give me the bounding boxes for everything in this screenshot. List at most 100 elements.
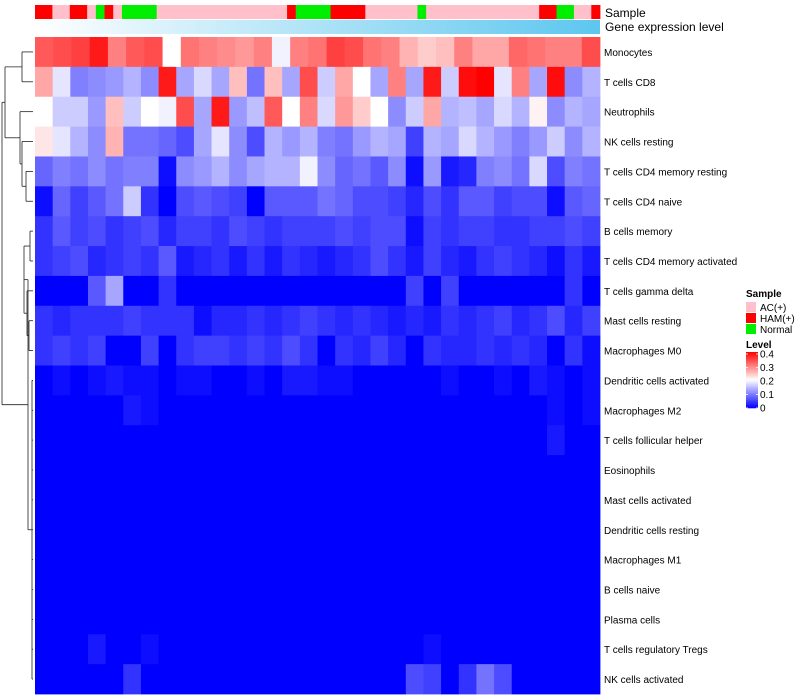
heatmap-cell bbox=[441, 275, 460, 307]
sample-annotation-cell bbox=[573, 5, 584, 19]
heatmap-cell bbox=[229, 574, 248, 605]
sample-annotation-cell bbox=[95, 5, 105, 19]
heatmap-cell bbox=[299, 395, 318, 426]
heatmap-cell bbox=[582, 395, 601, 426]
heatmap-cell bbox=[370, 246, 389, 277]
heatmap-cell bbox=[70, 395, 89, 426]
sample-annotation-cell bbox=[226, 5, 236, 19]
heatmap-cell bbox=[140, 216, 159, 247]
sample-legend-label: HAM(+) bbox=[760, 314, 795, 325]
heatmap-cell bbox=[211, 216, 230, 247]
sample-annotation-cell bbox=[391, 5, 401, 19]
heatmap-cell bbox=[511, 664, 530, 695]
sample-annotation-cell bbox=[69, 5, 79, 19]
sample-annotation-cell bbox=[443, 5, 453, 19]
heatmap-cell bbox=[529, 455, 548, 486]
heatmap-cell bbox=[70, 484, 89, 516]
level-legend-gradient-step bbox=[746, 360, 758, 363]
heatmap-cell bbox=[441, 305, 460, 337]
heatmap-cell bbox=[87, 425, 107, 456]
heatmap-cell bbox=[317, 186, 336, 217]
heatmap-cell bbox=[35, 455, 54, 486]
heatmap-cell bbox=[352, 664, 371, 695]
heatmap-cell bbox=[229, 156, 248, 187]
heatmap-cell bbox=[264, 335, 283, 366]
heatmap-cell bbox=[476, 335, 495, 366]
heatmap-cell bbox=[529, 425, 548, 456]
heatmap-cell bbox=[494, 365, 513, 396]
heatmap-cell bbox=[193, 275, 212, 307]
heatmap-cell bbox=[123, 275, 142, 307]
heatmap-cell bbox=[352, 305, 371, 337]
heatmap-cell bbox=[529, 664, 548, 695]
row-label: T cells regulatory Tregs bbox=[604, 645, 708, 656]
heatmap-cell bbox=[423, 305, 442, 337]
heatmap-cell bbox=[529, 514, 548, 546]
heatmap-cell bbox=[335, 66, 354, 98]
heatmap-cell bbox=[388, 156, 407, 187]
heatmap-cell bbox=[140, 156, 159, 187]
heatmap-cell bbox=[441, 96, 460, 127]
heatmap-cell bbox=[299, 544, 318, 575]
heatmap-cell bbox=[458, 514, 477, 546]
sample-legend-swatch bbox=[746, 324, 756, 334]
heatmap-cell bbox=[352, 335, 371, 366]
heatmap-cell bbox=[352, 455, 371, 486]
heatmap-cell bbox=[193, 395, 212, 426]
heatmap-cell bbox=[547, 335, 566, 366]
heatmap-cell bbox=[193, 66, 212, 98]
level-legend-gradient-step bbox=[746, 399, 758, 402]
heatmap-cell bbox=[476, 66, 495, 98]
row-label: T cells follicular helper bbox=[604, 436, 703, 447]
heatmap-cell bbox=[494, 425, 513, 456]
sample-annotation-cell bbox=[339, 5, 349, 19]
sample-annotation-cell bbox=[408, 5, 418, 19]
heatmap-cell bbox=[140, 66, 159, 98]
heatmap-cell bbox=[162, 37, 182, 68]
heatmap-cell bbox=[246, 484, 265, 516]
heatmap-cell bbox=[494, 544, 513, 575]
row-label: Monocytes bbox=[604, 48, 652, 59]
heatmap-cell bbox=[299, 186, 318, 217]
heatmap-cell bbox=[246, 604, 265, 635]
heatmap-cell bbox=[35, 96, 54, 127]
row-label: T cells CD4 naive bbox=[604, 197, 683, 208]
sample-annotation-track bbox=[35, 5, 601, 19]
heatmap-cell bbox=[547, 425, 566, 456]
heatmap-cell bbox=[271, 37, 291, 68]
heatmap-cell bbox=[70, 455, 89, 486]
heatmap-cell bbox=[335, 425, 354, 456]
heatmap-cell bbox=[564, 305, 583, 337]
level-legend-gradient-step bbox=[746, 370, 758, 372]
heatmap-cell bbox=[123, 634, 142, 665]
heatmap-cell bbox=[423, 156, 442, 187]
heatmap-cell bbox=[352, 425, 371, 456]
heatmap-cell bbox=[140, 246, 159, 277]
sample-legend-swatch bbox=[746, 302, 756, 312]
heatmap-cell bbox=[70, 216, 89, 247]
heatmap-cell bbox=[176, 544, 195, 575]
sample-annotation-cell bbox=[200, 5, 210, 19]
heatmap-cell bbox=[582, 275, 601, 307]
heatmap-cell bbox=[70, 664, 89, 695]
heatmap-cell bbox=[458, 664, 477, 695]
heatmap-cell bbox=[158, 455, 177, 486]
heatmap-cell bbox=[564, 604, 583, 635]
heatmap-cell bbox=[211, 335, 230, 366]
heatmap-cell bbox=[529, 246, 548, 277]
heatmap-cell bbox=[193, 484, 212, 516]
level-legend-gradient-step bbox=[746, 374, 758, 377]
sample-annotation-cell bbox=[591, 5, 601, 19]
sample-annotation-cell bbox=[234, 5, 245, 19]
heatmap-cell bbox=[158, 604, 177, 635]
heatmap-cell bbox=[246, 365, 265, 396]
heatmap-cell bbox=[299, 216, 318, 247]
heatmap-cell bbox=[547, 365, 566, 396]
heatmap-cell bbox=[335, 395, 354, 426]
heatmap-cell bbox=[352, 395, 371, 426]
heatmap-cell bbox=[423, 96, 442, 127]
sample-annotation-cell bbox=[495, 5, 505, 19]
sample-annotation-cell bbox=[434, 5, 444, 19]
heatmap-cell bbox=[317, 335, 336, 366]
heatmap-cell bbox=[264, 395, 283, 426]
